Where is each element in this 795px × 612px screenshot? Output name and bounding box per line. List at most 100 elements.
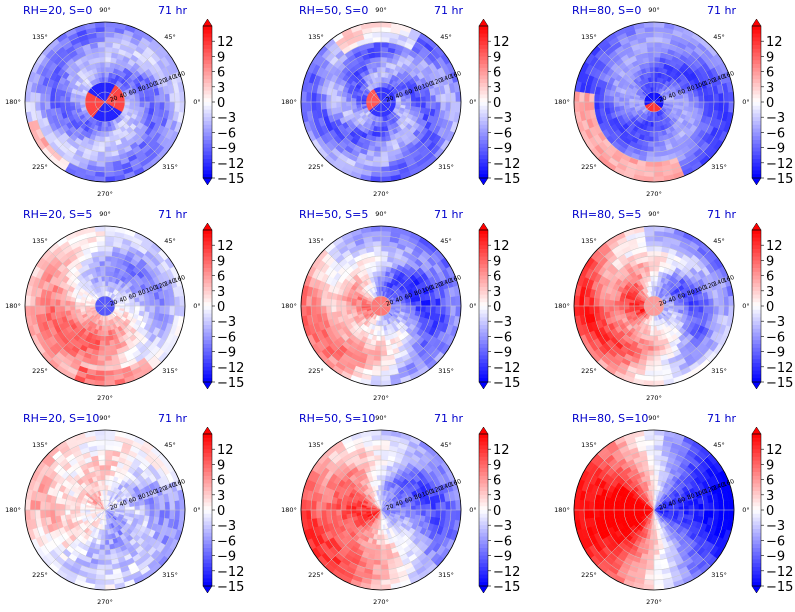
field-cell	[650, 121, 655, 128]
field-cell	[95, 370, 106, 377]
field-cell	[360, 99, 367, 103]
colorbar-segment	[203, 45, 212, 50]
colorbar-segment	[203, 94, 212, 99]
field-cell	[583, 305, 590, 316]
field-cell	[104, 41, 114, 48]
field-cell	[144, 305, 151, 313]
field-cell	[374, 350, 382, 357]
colorbar-segment	[203, 344, 212, 349]
field-cell	[174, 305, 181, 317]
colorbar-segment	[479, 336, 488, 341]
field-cell	[623, 301, 630, 307]
field-cell	[129, 305, 136, 311]
colorbar-tick-label: −15	[493, 172, 520, 187]
field-cell	[104, 166, 115, 173]
colorbar-tick-label: −6	[766, 126, 785, 141]
field-cell	[718, 296, 725, 307]
field-cell	[104, 270, 110, 277]
field-cell	[350, 97, 357, 103]
colorbar-segment	[203, 109, 212, 114]
colorbar-tick-label: −12	[493, 361, 520, 376]
colorbar-segment	[203, 230, 212, 235]
colorbar-segment	[203, 374, 212, 379]
field-cell	[164, 93, 171, 103]
field-cell	[335, 101, 342, 109]
field-cell	[380, 360, 390, 367]
field-cell	[435, 101, 442, 111]
colorbar-segment	[203, 298, 212, 303]
colorbar-segment	[203, 336, 212, 341]
colorbar-segment	[203, 128, 212, 133]
field-cell	[310, 101, 317, 112]
field-cell	[372, 360, 382, 367]
colorbar-segment	[752, 166, 761, 171]
field-cell	[34, 305, 41, 316]
field-cell	[29, 91, 36, 103]
field-cell	[104, 66, 110, 73]
colorbar-tick-label: 3	[493, 285, 501, 300]
field-cell	[100, 330, 106, 337]
field-cell	[410, 101, 417, 107]
field-cell	[74, 97, 81, 103]
colorbar-segment	[479, 264, 488, 269]
field-cell	[139, 101, 146, 108]
field-cell	[99, 61, 106, 68]
field-cell	[355, 302, 362, 307]
colorbar-segment	[752, 37, 761, 42]
field-cell	[104, 71, 110, 78]
field-cell	[593, 101, 600, 111]
field-cell	[647, 350, 655, 357]
field-cell	[99, 340, 106, 347]
colorbar-segment	[752, 90, 761, 95]
colorbar-segment	[479, 37, 488, 42]
field-cell	[79, 98, 86, 103]
field-cell	[96, 156, 106, 163]
field-cell	[104, 61, 111, 68]
field-cell	[315, 93, 322, 103]
field-cell	[374, 255, 382, 262]
field-cell	[678, 101, 685, 107]
field-cell	[154, 305, 161, 314]
field-cell	[653, 46, 662, 53]
colorbar-segment	[479, 75, 488, 80]
colorbar-tick-label: 3	[217, 81, 225, 96]
field-cell	[375, 265, 382, 272]
colorbar-segment	[479, 340, 488, 345]
field-cell	[372, 161, 382, 168]
field-cell	[98, 260, 106, 267]
colorbar-segment	[203, 83, 212, 88]
field-cell	[653, 146, 661, 153]
colorbar-segment	[479, 48, 488, 53]
field-cell	[104, 161, 114, 168]
field-cell	[372, 365, 382, 372]
field-cell	[653, 56, 661, 63]
colorbar-tick-label: 9	[493, 254, 501, 269]
field-cell	[44, 297, 51, 307]
field-cell	[645, 360, 655, 367]
colorbar-segment	[479, 290, 488, 295]
colorbar-segment	[203, 151, 212, 156]
colorbar-segment	[479, 252, 488, 257]
colorbar-segment	[479, 325, 488, 330]
field-cell	[380, 81, 384, 88]
field-cell	[395, 101, 402, 105]
field-cell	[174, 101, 181, 113]
angle-tick-label: 225°	[308, 163, 324, 171]
colorbar-tick-label: −3	[493, 111, 512, 126]
colorbar-segment	[752, 113, 761, 118]
colorbar-segment	[203, 370, 212, 375]
colorbar-segment	[203, 245, 212, 250]
field-cell	[683, 305, 690, 311]
field-cell	[49, 94, 56, 103]
colorbar-segment	[479, 136, 488, 141]
colorbar-segment	[479, 67, 488, 72]
colorbar-segment	[203, 56, 212, 61]
field-cell	[124, 305, 131, 310]
field-cell	[435, 297, 442, 307]
colorbar-segment	[752, 121, 761, 126]
colorbar-tick-label: −12	[217, 361, 244, 376]
colorbar-segment	[203, 26, 212, 31]
field-cell	[104, 370, 115, 377]
colorbar-segment	[752, 98, 761, 103]
colorbar-segment	[203, 317, 212, 322]
